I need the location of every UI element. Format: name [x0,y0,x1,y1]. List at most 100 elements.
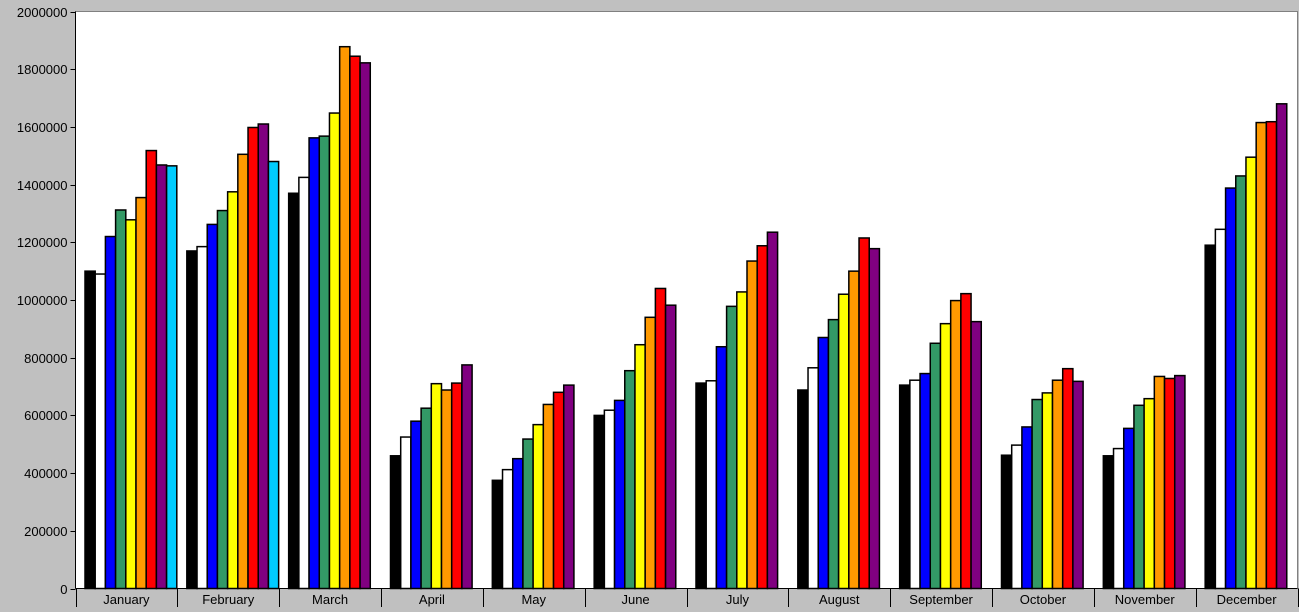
bar [1122,427,1135,590]
x-tick-label: November [1115,592,1176,607]
x-tick-label: March [312,592,348,607]
bar [501,468,514,590]
bar [94,273,107,590]
x-tick-label: October [1020,592,1067,607]
bar [654,287,667,590]
y-tick-label: 1600000 [17,120,68,135]
bar [634,343,646,590]
bar [562,384,575,590]
bar [1051,379,1064,590]
bar [858,237,870,590]
y-tick-label: 600000 [24,408,67,423]
bar [848,270,860,590]
x-tick-label: May [521,592,546,607]
bar [1143,397,1156,590]
bar [155,164,168,590]
bar [145,149,158,590]
bar [746,260,758,590]
x-tick-label: December [1217,592,1278,607]
x-tick-label: April [419,592,445,607]
bar [1235,175,1247,590]
bar [1133,404,1145,590]
x-tick-label: July [726,592,750,607]
bar [491,479,504,590]
y-tick-label: 200000 [24,524,67,539]
bar [868,247,881,590]
bar [328,112,341,590]
bar [532,423,545,590]
bar [216,209,229,590]
bar [1245,156,1257,590]
y-tick-label: 1400000 [17,178,68,193]
bar [420,407,433,590]
bar [247,126,259,590]
bar [125,219,137,590]
bar [349,55,361,590]
bar [511,457,524,590]
x-tick-label: June [621,592,649,607]
bar [1275,103,1288,590]
x-tick-label: September [909,592,973,607]
bar [1021,426,1033,590]
x-tick-label: August [819,592,860,607]
bar [970,320,983,590]
bar [837,293,850,590]
bar [430,382,443,590]
bar [1061,367,1074,590]
y-tick-label: 2000000 [17,5,68,20]
bar [135,196,147,590]
bar [919,372,932,590]
bar [318,135,331,590]
bar [949,299,962,590]
bar [807,367,819,590]
bar [1112,447,1125,590]
bar [1000,454,1013,590]
y-tick-label: 1800000 [17,62,68,77]
y-tick-label: 400000 [24,466,67,481]
bar [1072,380,1084,590]
bar [705,380,718,590]
bar [410,420,422,590]
bar [1041,392,1054,590]
bar [1255,121,1268,590]
bar [827,318,840,590]
bar [736,291,748,590]
bar [725,305,738,590]
bar [542,403,555,590]
bar [440,389,453,590]
bar [613,399,626,590]
bar [257,123,270,590]
bar [267,160,280,590]
bar [1204,244,1217,590]
bar [196,245,208,590]
bar [522,438,534,590]
bar [1214,228,1227,590]
bar [715,345,728,590]
bar [226,191,239,590]
bar [603,409,616,590]
bar [624,369,636,590]
bar [817,336,830,590]
bar [1031,398,1044,590]
bar [206,223,219,590]
bar [552,391,565,590]
bar [1173,374,1186,590]
bar [389,455,402,590]
x-tick-label: February [202,592,255,607]
bar [399,436,412,590]
bar [359,62,372,590]
bar [1102,455,1115,590]
y-tick-label: 1000000 [17,293,68,308]
bar [287,192,300,590]
bar [450,382,463,590]
bar [298,176,310,590]
bar [237,153,249,590]
x-axis: January February March April May June July Augu… [75,588,1299,607]
bar [695,382,707,590]
bar [766,231,779,590]
bar [960,292,972,590]
bar [186,250,198,590]
bar [756,245,769,590]
